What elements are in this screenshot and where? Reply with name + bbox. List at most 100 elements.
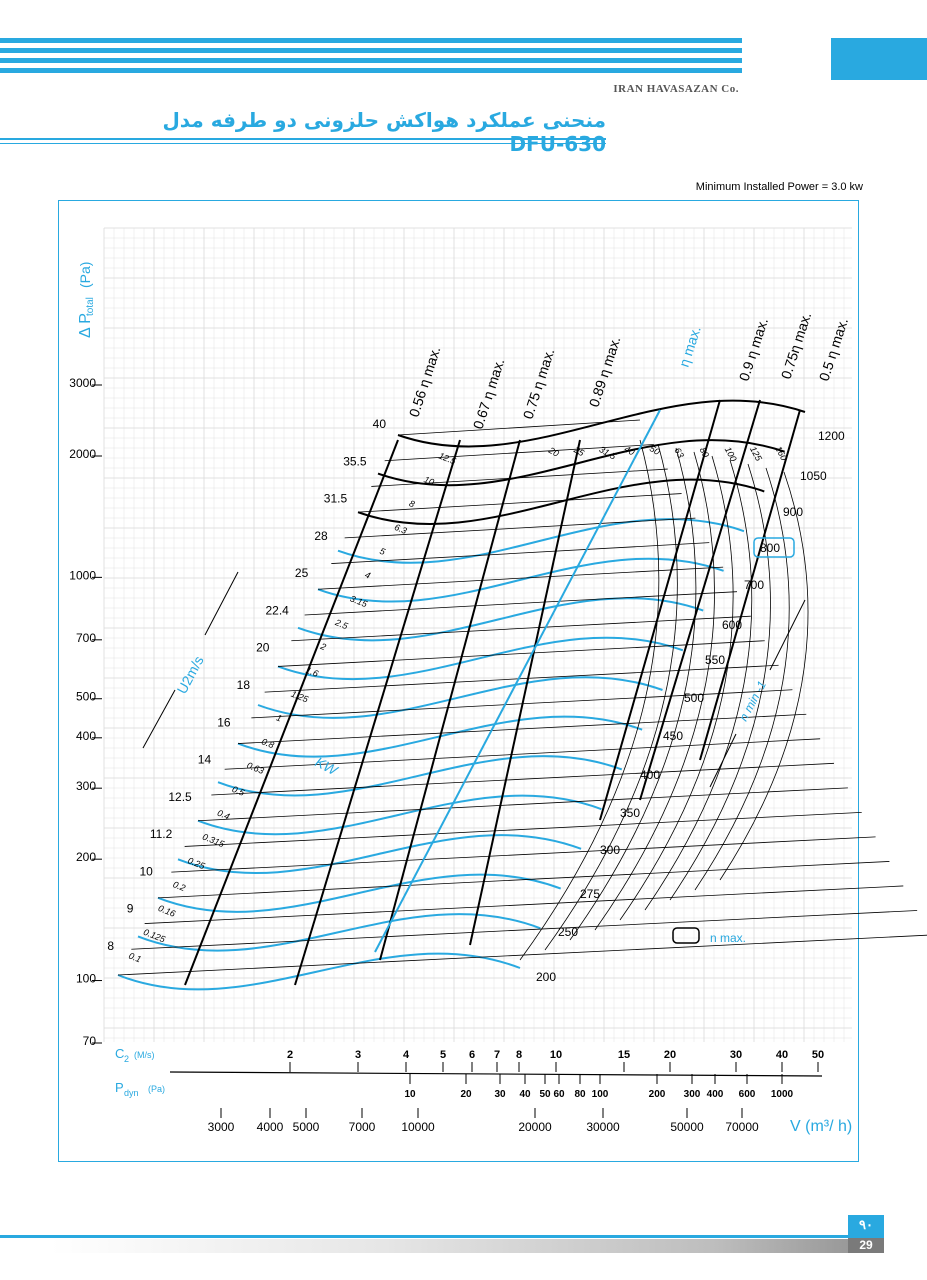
speed-guide-line — [709, 733, 737, 788]
kw-value-text: 0.63 — [245, 760, 265, 776]
pdyn-tick-label: 20 — [460, 1089, 472, 1100]
x-tick-label: 30000 — [586, 1120, 620, 1134]
c2-tick-label: 10 — [550, 1049, 562, 1061]
u2-value: 8 — [107, 939, 114, 953]
kw-upper-value-text: 50 — [648, 443, 662, 457]
kw-value-text: 3.15 — [349, 593, 370, 609]
kw-value-text: 0.8 — [260, 736, 275, 750]
speed-curve — [177, 834, 582, 875]
kw-line — [131, 910, 918, 950]
y-axis: 3000 2000 1000 700 500 400 300 200 100 70 Δ Ptotal… — [69, 262, 102, 1048]
x-tick-label: 50000 — [670, 1120, 704, 1134]
kw-upper-value-text: 63 — [672, 446, 686, 460]
title-underline-thin — [0, 143, 606, 144]
speed-curve — [237, 715, 643, 758]
x-tick-label: 20000 — [518, 1120, 552, 1134]
system-curve — [694, 467, 790, 891]
speed-curve — [157, 873, 562, 913]
kw-upper-value-text: 80 — [698, 446, 712, 460]
c2-label-sub: 2 — [124, 1054, 129, 1064]
kw-value: 0.63 — [245, 760, 265, 776]
u2-value: 11.2 — [150, 827, 173, 841]
kw-upper-value: 40 — [623, 444, 637, 458]
efficiency-line — [599, 399, 721, 821]
speed-curve — [197, 794, 602, 836]
speed-value: 275 — [580, 887, 600, 901]
c2-tick-label: 5 — [440, 1049, 446, 1061]
kw-value-text: 2.5 — [333, 617, 350, 632]
kw-value-text: 0.2 — [172, 879, 187, 893]
kw-value: 10 — [422, 474, 435, 487]
kw-value-text: 0.5 — [231, 784, 247, 798]
kw-upper-value-text: 40 — [623, 444, 637, 458]
kw-line — [224, 738, 821, 770]
u2-value: 10 — [139, 864, 153, 878]
efficiency-line — [184, 439, 399, 986]
speed-value: 700 — [744, 578, 764, 592]
kw-line — [264, 664, 779, 693]
u2-value: 35.5 — [343, 454, 367, 468]
kw-value: 4 — [363, 570, 371, 581]
u2-value: 31.5 — [324, 492, 348, 506]
n-max-legend-text: n max. — [710, 931, 746, 945]
y-tick-label: 300 — [76, 779, 96, 793]
x-tick-label: 7000 — [349, 1120, 376, 1134]
max-speed-box — [753, 537, 795, 558]
chart-frame — [58, 200, 859, 1162]
kw-upper-value: 20 — [546, 445, 561, 459]
u2-guide-line — [204, 571, 239, 636]
u2-value: 20 — [256, 641, 270, 655]
system-curve — [644, 459, 753, 911]
pdyn-tick-label: 300 — [684, 1089, 701, 1100]
kw-line — [291, 615, 751, 642]
efficiency-label: 0.75η max. — [778, 310, 815, 381]
u2-value: 18 — [237, 678, 251, 692]
speed-value: 550 — [705, 653, 725, 667]
footer-rule — [0, 1235, 884, 1238]
c2-label: C — [115, 1046, 124, 1061]
pdyn-tick-label: 400 — [707, 1089, 724, 1100]
efficiency-label-text: 0.9 η max. — [736, 316, 771, 383]
page-title: منحنی عملکرد هواکش حلزونی دو طرفه مدل DF… — [162, 108, 606, 156]
pdyn-tick-label: 80 — [574, 1089, 586, 1100]
pdyn-tick-label: 100 — [592, 1089, 609, 1100]
kw-line — [211, 762, 835, 796]
kw-upper-value: 63 — [672, 446, 686, 460]
kw-line — [371, 468, 668, 487]
pdyn-label-unit: (Pa) — [148, 1084, 165, 1094]
scale-line — [169, 1071, 823, 1077]
y-label-sub: total — [85, 297, 96, 316]
efficiency-label-text: 0.5 η max. — [816, 316, 851, 383]
u2-value: 16 — [217, 715, 231, 729]
efficiency-label: 0.5 η max. — [816, 316, 851, 383]
efficiency-line — [294, 439, 461, 986]
kw-value: 0.5 — [231, 784, 247, 798]
speed-curve — [317, 557, 724, 603]
kw-value: 5 — [378, 546, 387, 558]
u2-value: 28 — [314, 529, 328, 543]
pdyn-tick-label: 40 — [519, 1089, 531, 1100]
speed-value: 200 — [536, 970, 556, 984]
efficiency-line — [379, 439, 521, 961]
u2-value: 9 — [127, 902, 134, 916]
c2-tick-label: 7 — [494, 1049, 500, 1061]
y-tick-label: 1000 — [69, 568, 96, 582]
title-underline — [0, 138, 606, 140]
c2-tick-label: 50 — [812, 1049, 824, 1061]
kw-value-text: 0.1 — [127, 951, 142, 965]
y-label-main: Δ P — [77, 313, 94, 338]
efficiency-label-text: 0.56 η max. — [406, 344, 444, 419]
y-tick-label: 500 — [76, 690, 96, 704]
kw-value-text: 1 — [275, 712, 283, 723]
speed-curve — [277, 636, 684, 681]
system-curve — [669, 463, 771, 901]
efficiency-line — [374, 409, 661, 953]
company-name: IRAN HAVASAZAN Co. — [613, 83, 739, 95]
kw-upper-value: 25 — [571, 444, 586, 459]
kw-value: 0.16 — [157, 903, 177, 919]
header-color-block — [831, 38, 927, 80]
speed-value: 300 — [600, 843, 620, 857]
speed-curve — [397, 399, 806, 448]
kw-line — [197, 787, 848, 822]
